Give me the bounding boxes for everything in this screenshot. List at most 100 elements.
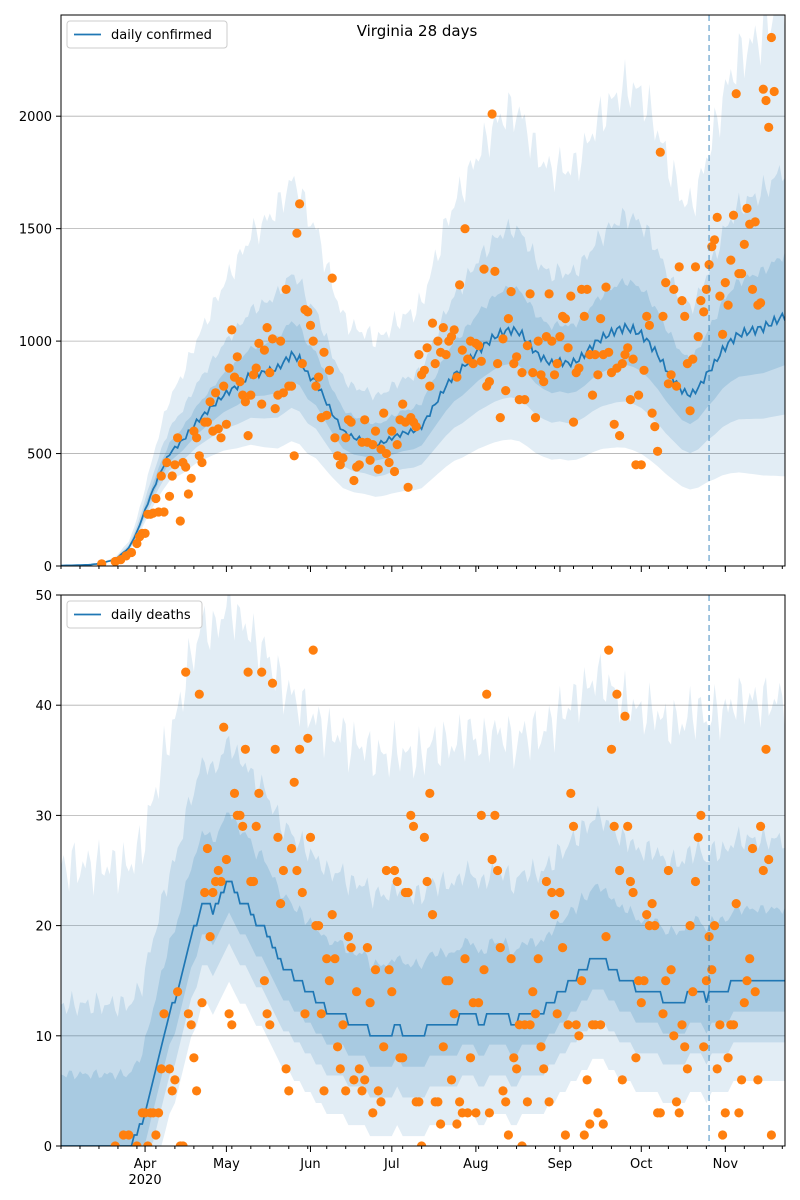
observation-point: [484, 1108, 494, 1118]
observation-point: [97, 559, 107, 566]
observation-point: [338, 1020, 348, 1030]
observation-point: [680, 1042, 690, 1052]
observation-point: [387, 426, 397, 436]
observation-point: [460, 224, 470, 234]
observation-point: [544, 289, 554, 299]
observation-point: [183, 1009, 193, 1019]
observation-point: [517, 1141, 527, 1146]
observation-point: [471, 1108, 481, 1118]
observation-point: [501, 1097, 511, 1107]
x-month-label: Sep: [548, 1157, 573, 1172]
observation-point: [479, 965, 489, 975]
observation-point: [202, 417, 212, 427]
observation-point: [596, 314, 606, 324]
observation-point: [577, 976, 587, 986]
observation-point: [427, 318, 438, 328]
observation-point: [194, 689, 204, 699]
observation-point: [490, 810, 500, 821]
observation-point: [658, 1009, 668, 1019]
observation-point: [381, 865, 391, 876]
observation-point: [555, 332, 565, 342]
observation-point: [517, 368, 527, 378]
observation-point: [352, 987, 362, 997]
observation-point: [734, 1108, 744, 1118]
observation-point: [262, 1009, 272, 1019]
observation-point: [273, 832, 283, 843]
observation-point: [257, 399, 267, 409]
observation-point: [688, 354, 698, 364]
observation-point: [433, 336, 443, 346]
observation-point: [539, 1064, 549, 1074]
observation-point: [441, 350, 451, 360]
observation-point: [232, 352, 242, 362]
observation-point: [202, 843, 212, 854]
observation-point: [623, 343, 633, 353]
observation-point: [297, 887, 307, 898]
observation-point: [333, 1042, 343, 1052]
uncertainty-band-1: [61, 595, 785, 1146]
observation-point: [764, 854, 774, 865]
y-tick-label: 50: [35, 589, 52, 604]
observation-point: [240, 744, 250, 754]
observation-point: [696, 296, 706, 306]
observation-point: [316, 1009, 326, 1019]
observation-point: [690, 876, 701, 887]
observation-point: [186, 473, 196, 483]
observation-point: [544, 1097, 554, 1107]
observation-point: [715, 291, 725, 301]
observation-point: [436, 1119, 446, 1129]
observation-point: [219, 381, 229, 391]
legend-box: [66, 600, 203, 629]
x-month-label: Aug: [463, 1157, 488, 1172]
observation-point: [671, 381, 682, 391]
observation-point: [598, 1119, 608, 1129]
observation-point: [324, 365, 334, 375]
legend: daily confirmed: [66, 20, 228, 49]
observation-point: [330, 433, 340, 443]
observation-point: [132, 1141, 142, 1146]
observation-point: [609, 821, 619, 832]
observation-point: [151, 1130, 161, 1140]
observation-point: [509, 1053, 519, 1063]
observation-point: [699, 307, 709, 317]
observation-point: [753, 1075, 763, 1085]
observation-point: [720, 1108, 730, 1118]
observation-point: [563, 343, 573, 353]
observation-point: [566, 788, 576, 799]
observation-point: [642, 311, 652, 321]
observation-point: [593, 1108, 603, 1118]
observation-point: [422, 343, 432, 353]
observation-point: [422, 876, 432, 887]
observation-point: [628, 887, 638, 898]
observation-point: [718, 1130, 728, 1140]
observation-point: [647, 408, 657, 418]
observation-point: [761, 95, 771, 106]
observation-point: [319, 347, 329, 357]
observation-point: [295, 199, 305, 209]
observation-point: [349, 475, 359, 486]
observation-point: [690, 262, 701, 272]
observation-point: [582, 284, 592, 294]
observation-point: [314, 372, 324, 382]
observation-point: [365, 455, 375, 465]
x-month-label: Oct: [630, 1157, 652, 1172]
x-month-label: Jun: [299, 1157, 320, 1172]
observation-point: [308, 645, 318, 655]
observation-point: [522, 1097, 533, 1107]
legend: daily deaths: [66, 600, 203, 629]
observation-point: [124, 1130, 134, 1140]
observation-point: [346, 943, 356, 953]
observation-point: [756, 298, 766, 308]
y-tick-label: 20: [35, 920, 52, 935]
observation-point: [211, 388, 221, 398]
observation-point: [758, 84, 768, 94]
observation-point: [739, 239, 749, 249]
observation-point: [658, 311, 668, 321]
y-tick-label: 0: [44, 1140, 52, 1155]
observation-point: [276, 899, 286, 909]
observation-point: [484, 377, 494, 387]
observation-point: [639, 365, 649, 375]
confirmed-panel: 0 500 1000 1500 2000 Virginia 28 days daily co…: [19, 14, 786, 575]
observation-point: [205, 397, 215, 407]
observation-point: [162, 457, 172, 468]
